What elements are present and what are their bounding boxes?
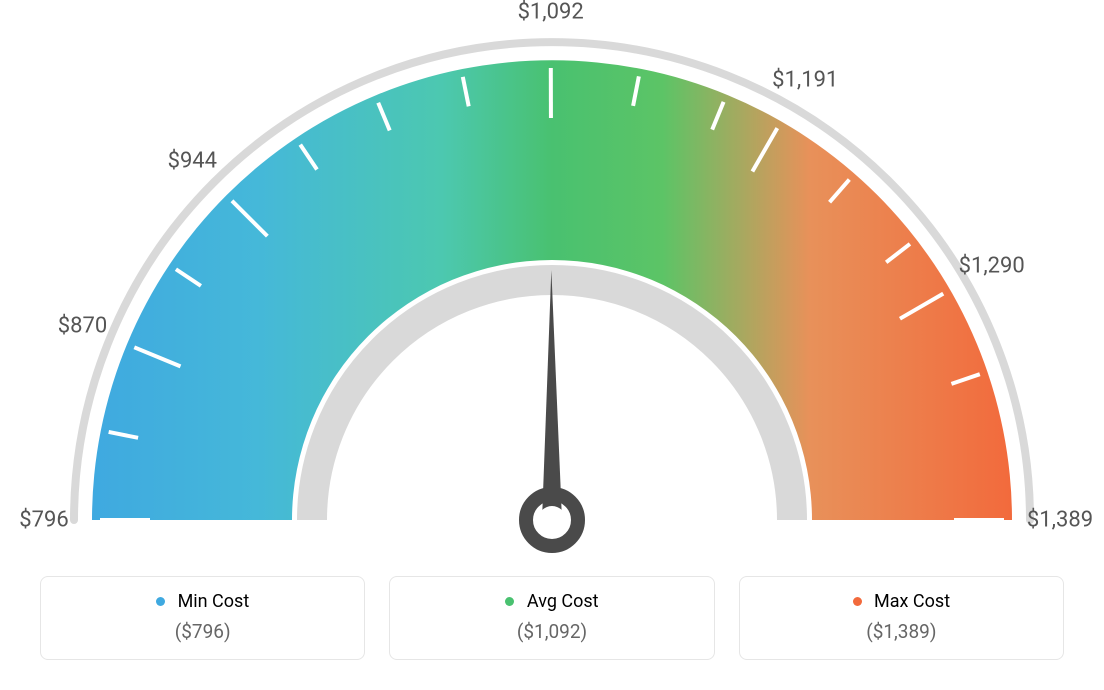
gauge-tick-label: $944: [168, 149, 217, 174]
gauge-tick-label: $1,290: [959, 253, 1025, 278]
legend-value-min: ($796): [53, 620, 352, 643]
legend-label-max: Max Cost: [874, 591, 950, 612]
gauge-tick-label: $1,092: [518, 0, 584, 25]
gauge-tick-label: $1,389: [1027, 508, 1093, 533]
gauge-tick-label: $870: [58, 313, 107, 338]
legend-card-min: Min Cost ($796): [40, 576, 365, 660]
dot-icon: [156, 597, 165, 606]
legend-card-avg: Avg Cost ($1,092): [389, 576, 714, 660]
legend-card-max: Max Cost ($1,389): [739, 576, 1064, 660]
legend-title-avg: Avg Cost: [402, 591, 701, 612]
dot-icon: [505, 597, 514, 606]
dot-icon: [853, 597, 862, 606]
gauge-chart: $796 $870 $944 $1,092 $1,191 $1,290 $1,389: [0, 0, 1104, 560]
cost-gauge-widget: $796 $870 $944 $1,092 $1,191 $1,290 $1,389 Min…: [0, 0, 1104, 690]
legend-title-max: Max Cost: [752, 591, 1051, 612]
legend-label-avg: Avg Cost: [527, 591, 599, 612]
gauge-tick-label: $796: [19, 508, 68, 533]
legend-value-avg: ($1,092): [402, 620, 701, 643]
legend-value-max: ($1,389): [752, 620, 1051, 643]
legend-label-min: Min Cost: [178, 591, 250, 612]
legend-row: Min Cost ($796) Avg Cost ($1,092) Max Co…: [40, 576, 1064, 660]
gauge-svg: [0, 0, 1104, 560]
gauge-tick-label: $1,191: [772, 67, 838, 92]
legend-title-min: Min Cost: [53, 591, 352, 612]
